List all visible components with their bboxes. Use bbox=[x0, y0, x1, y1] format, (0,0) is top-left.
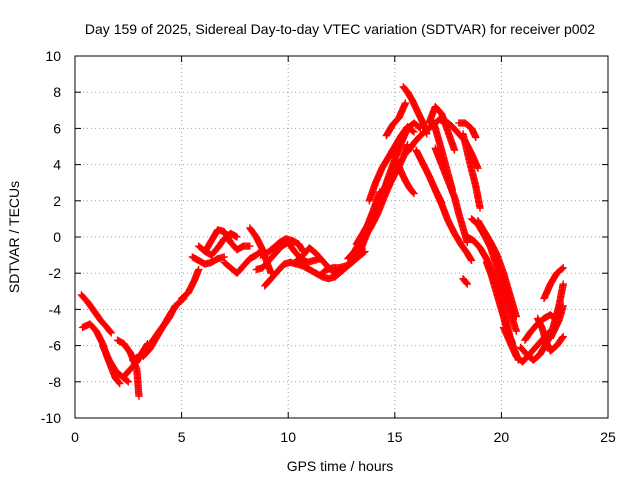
x-axis-label: GPS time / hours bbox=[287, 458, 394, 474]
data-point bbox=[558, 334, 567, 342]
series-track-11 bbox=[201, 226, 254, 256]
x-tick-label: 25 bbox=[600, 429, 616, 445]
data-point bbox=[512, 327, 520, 335]
data-point bbox=[409, 188, 417, 197]
data-point bbox=[410, 189, 418, 198]
series-track-26 bbox=[393, 157, 418, 198]
data-point bbox=[512, 312, 520, 321]
series-track-08 bbox=[177, 265, 203, 303]
data-point bbox=[415, 123, 423, 132]
data-point bbox=[123, 377, 131, 385]
series-track-45 bbox=[521, 311, 559, 344]
data-point bbox=[467, 256, 476, 265]
y-tick-label: -10 bbox=[41, 410, 61, 426]
data-point bbox=[559, 302, 567, 310]
data-point bbox=[116, 379, 124, 388]
data-point bbox=[450, 146, 459, 154]
y-tick-label: 10 bbox=[45, 48, 61, 64]
series-track-01 bbox=[77, 291, 115, 337]
y-tick-label: 8 bbox=[53, 84, 61, 100]
axis-ticks: 0 5 10 15 20 25 -10 -8 -6 -4 -2 0 2 4 6 8 10 bbox=[41, 48, 616, 445]
series-track-07 bbox=[139, 302, 179, 361]
y-tick-label: 2 bbox=[53, 193, 61, 209]
y-tick-label: -6 bbox=[49, 338, 62, 354]
series-track-46 bbox=[533, 314, 567, 355]
y-tick-label: 0 bbox=[53, 229, 61, 245]
data-point bbox=[233, 233, 241, 241]
series-track-39 bbox=[474, 217, 520, 321]
data-point bbox=[106, 328, 115, 336]
data-point bbox=[401, 99, 410, 107]
data-point bbox=[124, 378, 132, 386]
y-tick-label: -2 bbox=[49, 265, 62, 281]
data-point bbox=[467, 255, 475, 264]
data-point bbox=[246, 242, 254, 250]
data-point bbox=[474, 164, 482, 172]
x-tick-label: 0 bbox=[71, 429, 79, 445]
data-point bbox=[409, 127, 417, 135]
y-tick-label: -4 bbox=[49, 301, 62, 317]
series-track-47 bbox=[540, 264, 567, 303]
series-track-30 bbox=[425, 103, 459, 154]
data-point bbox=[115, 378, 123, 387]
data-point bbox=[558, 265, 566, 273]
series-track-09 bbox=[188, 253, 228, 268]
series-track-48 bbox=[546, 302, 567, 343]
data-point bbox=[549, 313, 558, 322]
y-axis-label: SDTVAR / TECUs bbox=[6, 181, 22, 293]
data-point bbox=[462, 279, 471, 287]
data-point bbox=[476, 204, 484, 212]
data-point bbox=[559, 264, 567, 272]
y-tick-label: 4 bbox=[53, 157, 61, 173]
data-point bbox=[410, 128, 418, 136]
data-points bbox=[77, 83, 567, 400]
x-tick-label: 20 bbox=[494, 429, 510, 445]
data-point bbox=[107, 329, 115, 337]
series-track-35 bbox=[455, 119, 480, 142]
data-point bbox=[463, 280, 471, 288]
data-point bbox=[559, 332, 567, 341]
x-tick-label: 15 bbox=[387, 429, 403, 445]
series-track-25 bbox=[382, 99, 410, 140]
series-track-33 bbox=[431, 186, 476, 265]
chart-title: Day 159 of 2025, Sidereal Day-to-day VTE… bbox=[85, 21, 595, 37]
data-point bbox=[171, 302, 179, 310]
x-tick-label: 5 bbox=[178, 429, 186, 445]
series-track-36 bbox=[459, 130, 484, 212]
data-point bbox=[559, 280, 567, 288]
y-tick-label: -8 bbox=[49, 374, 62, 390]
y-tick-label: 6 bbox=[53, 120, 61, 136]
data-point bbox=[472, 133, 480, 142]
x-tick-label: 10 bbox=[280, 429, 296, 445]
data-point bbox=[135, 392, 143, 400]
series-track-40 bbox=[459, 274, 471, 288]
data-point bbox=[195, 265, 203, 274]
